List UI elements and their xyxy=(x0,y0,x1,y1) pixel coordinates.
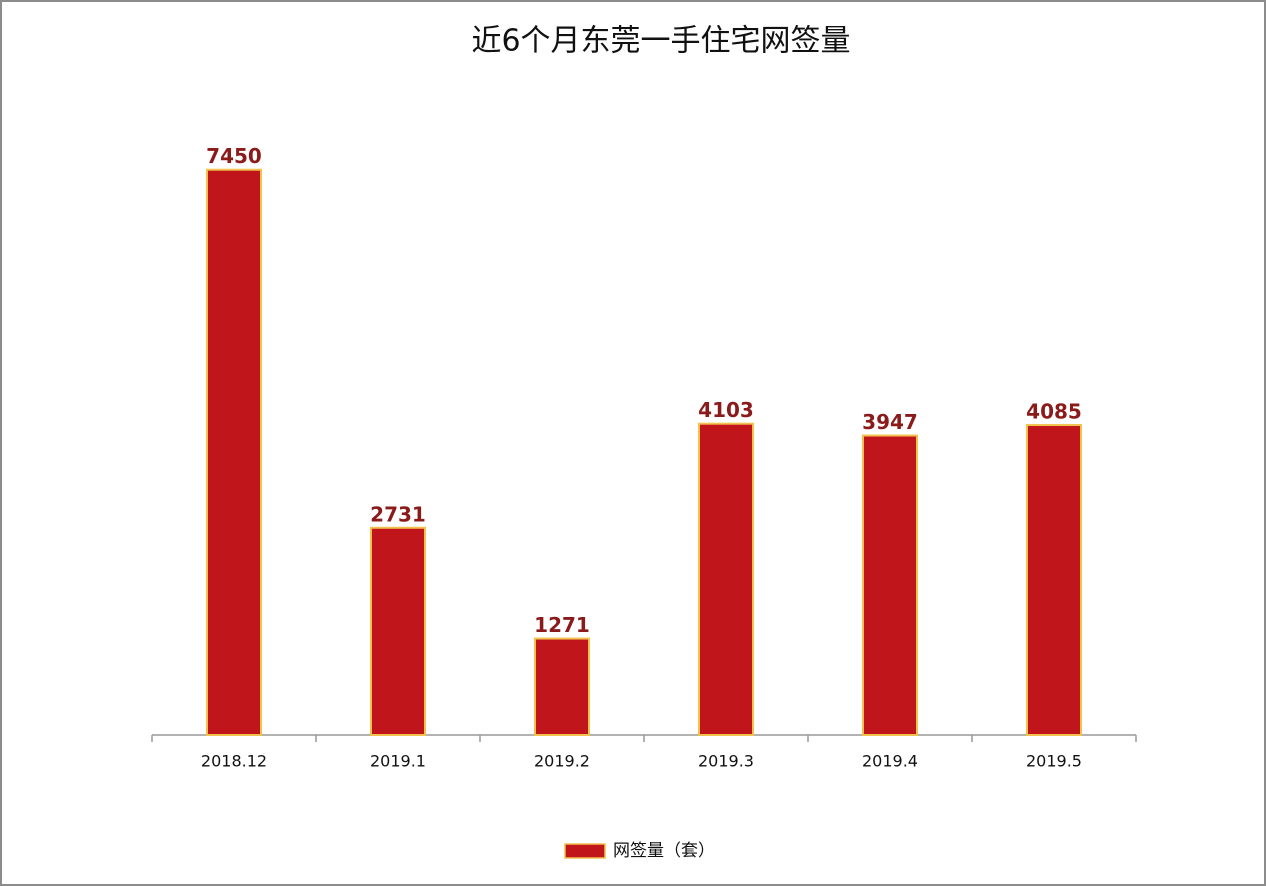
bar xyxy=(206,168,262,736)
data-label: 2731 xyxy=(370,502,426,526)
bar xyxy=(370,526,426,737)
data-label: 3947 xyxy=(862,410,918,434)
bar xyxy=(698,422,754,736)
x-tick-label: 2018.12 xyxy=(201,752,267,771)
x-tick-label: 2019.2 xyxy=(534,752,590,771)
x-tick-label: 2019.5 xyxy=(1026,752,1082,771)
legend-swatch xyxy=(564,843,606,859)
data-label: 7450 xyxy=(206,144,262,168)
data-label: 4085 xyxy=(1026,400,1082,424)
bar xyxy=(862,434,918,736)
x-tick-label: 2019.3 xyxy=(698,752,754,771)
x-tick-label: 2019.4 xyxy=(862,752,918,771)
bar xyxy=(1026,424,1082,736)
bar xyxy=(534,637,590,736)
data-label: 4103 xyxy=(698,398,754,422)
data-label: 1271 xyxy=(534,613,590,637)
chart-title: 近6个月东莞一手住宅网签量 xyxy=(471,24,850,59)
legend-label: 网签量（套） xyxy=(613,841,715,861)
x-tick-label: 2019.1 xyxy=(370,752,426,771)
